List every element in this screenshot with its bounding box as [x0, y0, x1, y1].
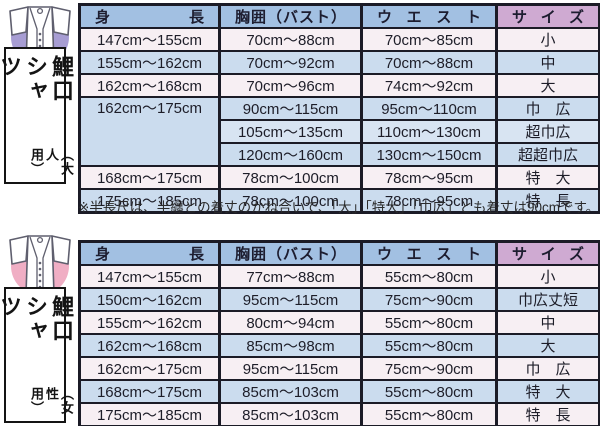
table-row: 155cm〜162cm 70cm〜92cm 70cm〜88cm 中: [78, 50, 600, 74]
cell-chest: 85cm〜103cm: [218, 379, 362, 403]
header-size: サイズ: [495, 3, 600, 28]
cell-chest: 70cm〜96cm: [218, 73, 362, 97]
table-row: 168cm〜175cm 78cm〜100cm 78cm〜95cm 特 大: [78, 165, 600, 189]
cell-size: 中: [495, 50, 600, 74]
cell-waist: 95cm〜110cm: [360, 96, 497, 120]
table-row: 162cm〜175cm 90cm〜115cm 95cm〜110cm 巾 広: [78, 96, 600, 166]
cell-height: 147cm〜155cm: [78, 264, 220, 288]
cell-size: 大: [495, 73, 600, 97]
cell-chest: 95cm〜115cm: [218, 287, 362, 311]
cell-waist: 75cm〜90cm: [360, 356, 497, 380]
table-row: 105cm〜135cm 110cm〜130cm 超巾広: [80, 119, 600, 143]
cell-waist: 55cm〜80cm: [360, 402, 497, 426]
product-subtitle: （大人用）: [29, 147, 74, 176]
cell-height: 162cm〜168cm: [78, 333, 220, 357]
koikuchi-shirt-women-icon: [9, 235, 71, 295]
cell-height: 155cm〜162cm: [78, 50, 220, 74]
cell-size: 特 長: [495, 188, 600, 213]
cell-size: 小: [495, 27, 600, 51]
cell-chest: 70cm〜92cm: [218, 50, 362, 74]
header-height: 身長: [78, 3, 220, 28]
table-row: 175cm〜185cm 85cm〜103cm 55cm〜80cm 特 長: [78, 402, 600, 426]
header-size: サイズ: [495, 240, 600, 265]
cell-size: 巾 広: [495, 356, 600, 380]
cell-waist: 78cm〜95cm: [360, 165, 497, 189]
header-waist: ウエスト: [360, 3, 497, 28]
cell-waist: 70cm〜88cm: [360, 50, 497, 74]
cell-size: 小: [495, 264, 600, 288]
cell-height: 168cm〜175cm: [78, 165, 220, 189]
table-row: 162cm〜168cm 70cm〜96cm 74cm〜92cm 大: [78, 73, 600, 97]
cell-waist: 55cm〜80cm: [360, 310, 497, 334]
header-chest: 胸囲（バスト）: [218, 240, 362, 265]
cell-size: 超巾広: [495, 119, 600, 143]
size-table-women: 身長 胸囲（バスト） ウエスト サイズ 147cm〜155cm 77cm〜88c…: [78, 240, 600, 426]
cell-chest: 85cm〜98cm: [218, 333, 362, 357]
cell-chest: 85cm〜103cm: [218, 402, 362, 426]
table-row: 147cm〜155cm 70cm〜88cm 70cm〜85cm 小: [78, 27, 600, 51]
cell-chest: 120cm〜160cm: [218, 142, 362, 166]
cell-size: 特 大: [495, 379, 600, 403]
product-title: 鯉口シャツ: [0, 295, 74, 343]
cell-size: 巾広丈短: [495, 287, 600, 311]
cell-chest: 78cm〜100cm: [218, 188, 362, 213]
size-table-adult: 身長 胸囲（バスト） ウエスト サイズ 147cm〜155cm 70cm〜88c…: [78, 3, 600, 214]
cell-size: 超超巾広: [495, 142, 600, 166]
table-row: 162cm〜168cm 85cm〜98cm 55cm〜80cm 大: [78, 333, 600, 357]
cell-height: 175cm〜185cm: [78, 188, 220, 213]
header-chest: 胸囲（バスト）: [218, 3, 362, 28]
product-label-women: 鯉口シャツ （女性用）: [0, 287, 74, 423]
cell-size: 大: [495, 333, 600, 357]
table-row: 147cm〜155cm 77cm〜88cm 55cm〜80cm 小: [78, 264, 600, 288]
cell-size: 巾 広: [495, 96, 600, 120]
cell-chest: 80cm〜94cm: [218, 310, 362, 334]
cell-height: 175cm〜185cm: [78, 402, 220, 426]
cell-waist: 110cm〜130cm: [360, 119, 497, 143]
cell-waist: 55cm〜80cm: [360, 379, 497, 403]
table-row: 168cm〜175cm 85cm〜103cm 55cm〜80cm 特 大: [78, 379, 600, 403]
cell-chest: 90cm〜115cm: [218, 96, 362, 120]
cell-chest: 78cm〜100cm: [218, 165, 362, 189]
cell-size: 特 大: [495, 165, 600, 189]
cell-waist: 78cm〜95cm: [360, 188, 497, 213]
cell-waist: 130cm〜150cm: [360, 142, 497, 166]
table-row: 120cm〜160cm 130cm〜150cm 超超巾広: [80, 142, 600, 166]
cell-height: 150cm〜162cm: [78, 287, 220, 311]
table-row: 175cm〜185cm 78cm〜100cm 78cm〜95cm 特 長: [78, 188, 600, 213]
cell-waist: 74cm〜92cm: [360, 73, 497, 97]
table-header-row: 身長 胸囲（バスト） ウエスト サイズ: [78, 240, 600, 265]
header-waist: ウエスト: [360, 240, 497, 265]
product-title: 鯉口シャツ: [0, 55, 74, 103]
cell-chest: 70cm〜88cm: [218, 27, 362, 51]
table-row: 150cm〜162cm 95cm〜115cm 75cm〜90cm 巾広丈短: [78, 287, 600, 311]
product-label-adult: 鯉口シャツ （大人用）: [0, 47, 74, 184]
cell-chest: 105cm〜135cm: [218, 119, 362, 143]
cell-waist: 55cm〜80cm: [360, 264, 497, 288]
cell-height-merged: 162cm〜175cm: [78, 96, 220, 166]
cell-size: 中: [495, 310, 600, 334]
cell-chest: 95cm〜115cm: [218, 356, 362, 380]
cell-height: 155cm〜162cm: [78, 310, 220, 334]
table-row: 162cm〜175cm 95cm〜115cm 75cm〜90cm 巾 広: [78, 356, 600, 380]
header-height: 身長: [78, 240, 220, 265]
product-subtitle: （女性用）: [29, 387, 74, 416]
cell-size: 特 長: [495, 402, 600, 426]
cell-waist: 55cm〜80cm: [360, 333, 497, 357]
cell-height: 168cm〜175cm: [78, 379, 220, 403]
table-header-row: 身長 胸囲（バスト） ウエスト サイズ: [78, 3, 600, 28]
cell-waist: 70cm〜85cm: [360, 27, 497, 51]
cell-waist: 75cm〜90cm: [360, 287, 497, 311]
table-row: 155cm〜162cm 80cm〜94cm 55cm〜80cm 中: [78, 310, 600, 334]
cell-chest: 77cm〜88cm: [218, 264, 362, 288]
cell-height: 162cm〜168cm: [78, 73, 220, 97]
size-note: ※半長尺は、半纏との着丈のかね合いで、「大」「特大」「巾広」とも着丈は90cmで…: [78, 200, 600, 215]
cell-height: 147cm〜155cm: [78, 27, 220, 51]
cell-height: 162cm〜175cm: [78, 356, 220, 380]
